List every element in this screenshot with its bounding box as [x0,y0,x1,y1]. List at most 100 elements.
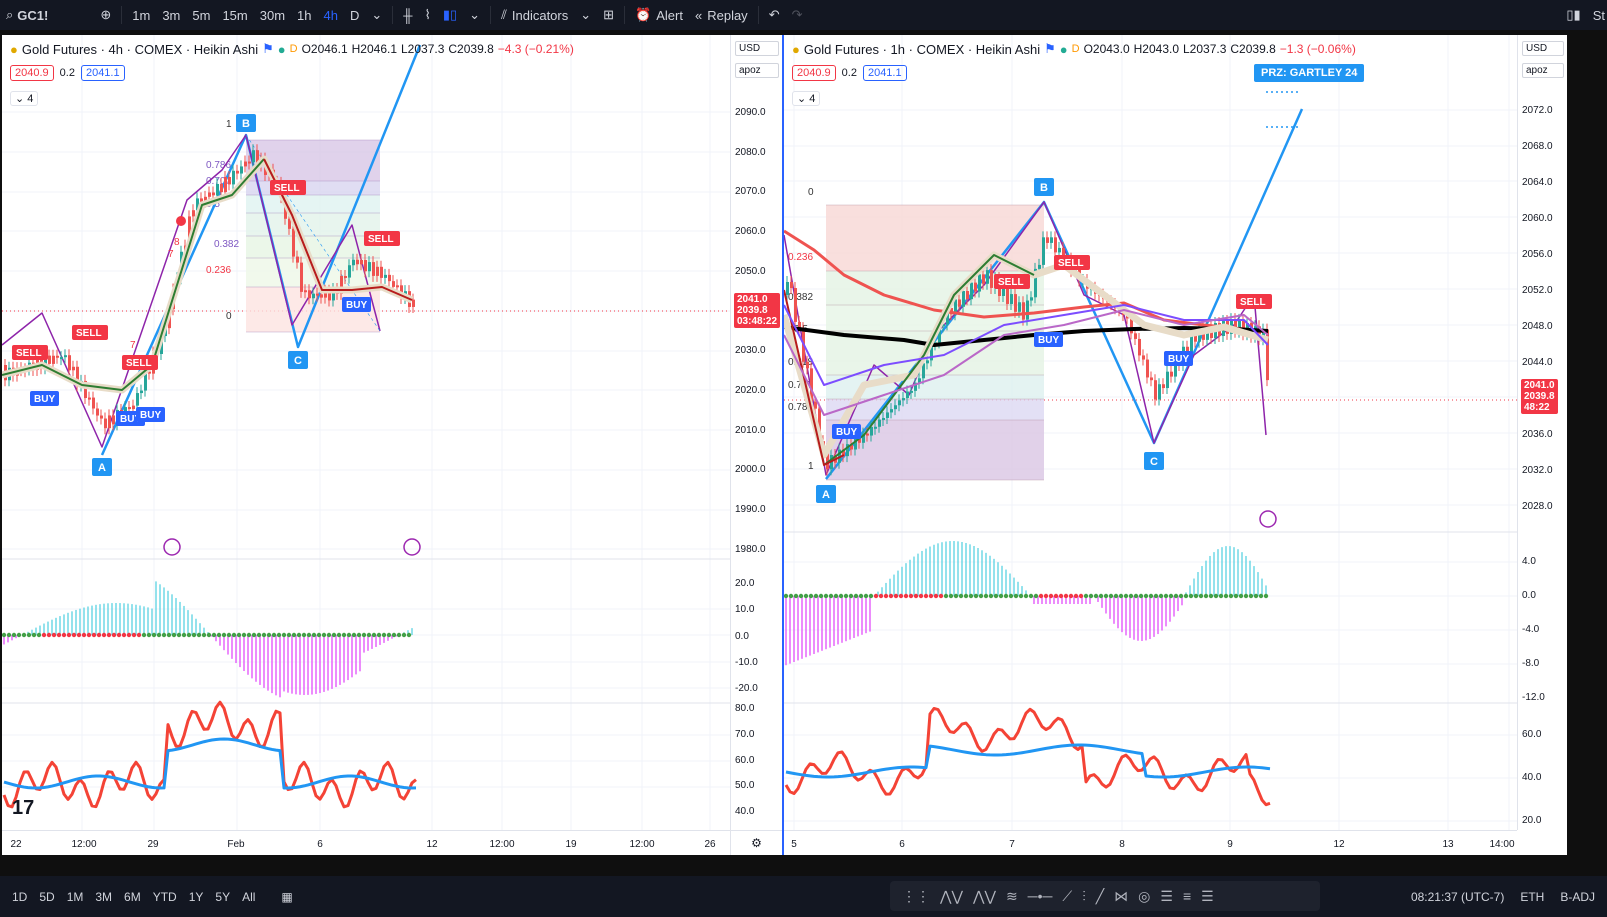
text-tool-icon[interactable]: ≡ [1182,888,1192,904]
candle-body [412,299,415,307]
sell-price-button[interactable]: 2040.9 [792,65,836,81]
range-YTD[interactable]: YTD [152,889,177,904]
abcd-pattern-icon[interactable]: ⋀⋁ [972,887,996,904]
elliott-wave-icon[interactable]: ≋ [1005,887,1018,904]
osc-dot [166,632,172,638]
left-time-axis[interactable]: 22 12:00 29 Feb 6 12 12:00 19 12:00 26 [2,830,730,855]
adjustment-label[interactable]: B-ADJ [1560,889,1595,904]
signal-buy: BUY [34,394,55,405]
left-chart-canvas[interactable]: 0.7860.7070.50.3820.23601SELLSELLSELLSEL… [2,35,730,830]
osc-dot [808,593,814,599]
osc-dot [201,632,207,638]
scale-select[interactable]: apoz [1522,63,1564,78]
clock-time[interactable]: 08:21:37 (UTC-7) [1410,889,1505,904]
interval-dropdown[interactable]: ⌄ [365,0,388,30]
osc-dot [231,632,237,638]
goto-date-button[interactable]: ▦ [275,890,298,904]
interval-5m[interactable]: 5m [192,7,211,23]
candle-body [376,266,379,276]
line-style-button[interactable]: ⌇ [418,0,436,30]
ray-icon[interactable]: ⟋ [1062,887,1073,904]
range-5Y[interactable]: 5Y [215,889,231,904]
style-dropdown[interactable]: ⌄ [463,0,486,30]
currency-select[interactable]: USD [735,41,779,56]
buy-price-button[interactable]: 2041.1 [80,65,125,81]
range-5D[interactable]: 5D [39,889,55,904]
interval-1h[interactable]: 1h [297,7,312,23]
indicators-collapse-button[interactable]: ⌄ 4 [10,91,39,106]
price-tick: 2060.0 [1522,213,1553,224]
range-6M[interactable]: 6M [124,889,141,904]
trend-line-icon[interactable]: ╱ [1095,887,1105,904]
signal-sell: SELL [998,277,1024,288]
layout-button[interactable]: ⊞ [597,0,620,30]
indicators-dropdown[interactable]: ⌄ [574,0,597,30]
osc-dot [336,632,342,638]
scale-select[interactable]: apoz [735,63,779,78]
bar-style-button[interactable]: ╫ [397,0,418,30]
flag-icon[interactable]: ⚑ [262,41,274,56]
drag-handle-icon[interactable]: ⋮⋮ [902,887,930,904]
range-All[interactable]: All [242,889,256,904]
ma-purple [784,309,1269,416]
range-1D[interactable]: 1D [12,889,28,904]
sell-price-button[interactable]: 2040.9 [10,65,54,81]
currency-select[interactable]: USD [1522,41,1564,56]
fib-retracement-icon[interactable]: ☰ [1160,887,1173,904]
add-symbol-button[interactable]: ⊕ [94,0,117,30]
left-chart-pane[interactable]: 0.786 0.707 0.5 0.382 0.236 0 1 SELL SELL SELL SEL… [2,35,782,855]
range-1M[interactable]: 1M [66,889,84,904]
osc-dot [186,632,192,638]
interval-3m[interactable]: 3m [162,7,181,23]
interval-15m[interactable]: 15m [222,7,248,23]
candle-body [224,177,227,193]
indicators-button[interactable]: ⫽ Indicators [495,0,574,30]
redo-button[interactable]: ↷ [786,0,809,30]
ma-red [784,289,845,466]
buy-price-button[interactable]: 2041.1 [862,65,907,81]
sidebar-toggle-button[interactable]: ▯▮ [1560,0,1586,30]
interval-1m[interactable]: 1m [132,7,151,23]
right-price-axis[interactable]: USD apoz 2072.0 2068.0 2064.0 2060.0 2056.0 2… [1517,35,1567,830]
horizontal-line-icon[interactable]: ─•─ [1027,888,1053,904]
indicators-collapse-button[interactable]: ⌄ 4 [792,91,821,106]
range-3M[interactable]: 3M [95,889,113,904]
interval-D[interactable]: D [349,7,360,23]
long-position-icon[interactable]: ⫶ [1082,887,1086,904]
time-tick: 8 [1119,839,1125,850]
fib-spiral-icon[interactable]: ◎ [1138,887,1151,904]
left-chart-title[interactable]: Gold Futures · 4h · COMEX · Heikin Ashi [21,41,259,57]
candle-body [1006,286,1009,304]
candle-body [1062,247,1065,262]
xabcd-pattern-icon[interactable]: ⋀⋁ [940,887,963,904]
right-chart-canvas[interactable]: 00.2360.3820.50.6180.7070.7861SELLSELLSE… [784,35,1517,830]
osc-tick: -4.0 [1522,624,1540,635]
interval-4h[interactable]: 4h [323,7,338,23]
symbol-search[interactable]: ⌕ GC1! [0,0,54,30]
undo-button[interactable]: ↶ [763,0,786,30]
interval-30m[interactable]: 30m [259,7,286,23]
replay-button[interactable]: « Replay [689,0,754,30]
account-label[interactable]: St [1592,7,1605,23]
range-1Y[interactable]: 1Y [188,889,204,904]
left-price-axis[interactable]: USD apoz 2090.0 2080.0 2070.0 2060.0 2050.0 2… [730,35,782,830]
osc-dot [1118,593,1124,599]
pane-divider[interactable] [782,35,784,855]
osc-dot [803,593,809,599]
alert-button[interactable]: ⏰ Alert [629,0,689,30]
right-time-axis[interactable]: 5 6 7 8 9 12 13 14:00 [784,830,1517,855]
osc-dot [1038,593,1044,599]
price-tick: 1980.0 [735,543,766,555]
candle-style-button[interactable]: ▮▯ [437,0,463,30]
osc-dot [371,632,377,638]
right-chart-title[interactable]: Gold Futures · 1h · COMEX · Heikin Ashi [803,41,1041,57]
session-label[interactable]: ETH [1520,889,1545,904]
left-settings-button[interactable]: ⚙ [730,830,782,855]
right-chart-pane[interactable]: 0 0.236 0.382 0.5 0.618 0.707 0.786 1 SELL SELL SE… [784,35,1567,855]
osc-dot [878,593,884,599]
pattern-icon[interactable]: ⋈ [1114,887,1129,904]
flag-icon[interactable]: ⚑ [1044,41,1056,56]
osc-dot [968,593,974,599]
menu-icon[interactable]: ☰ [1201,887,1214,904]
candle-body [878,419,881,427]
